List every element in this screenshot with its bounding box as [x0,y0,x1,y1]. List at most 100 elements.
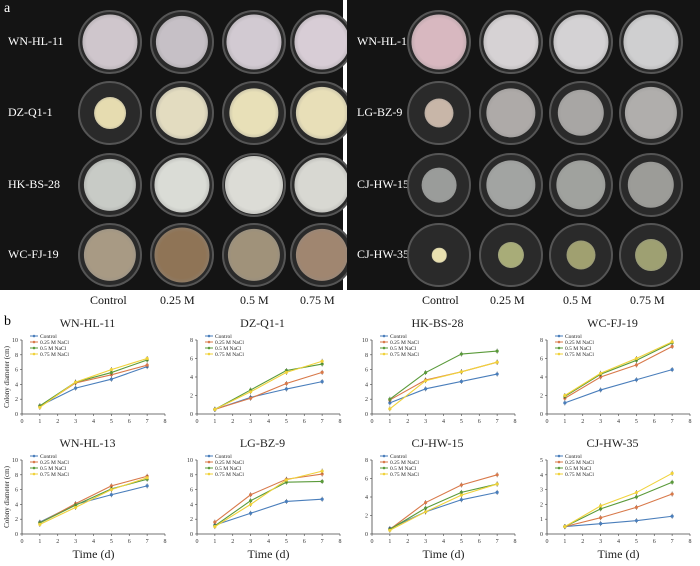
data-point [388,407,392,411]
chart-dz-q1-1: DZ-Q1-1 0 1 2 3 4 5 6 7 8 0 2 4 6 8 Control 0.25 M NaCl 0… [175,316,350,436]
legend-marker [207,334,211,338]
data-point [388,397,392,401]
data-point [320,362,324,366]
fungal-colony [566,240,596,270]
x-tick-label: 0 [371,419,374,425]
legend-marker [382,472,386,476]
data-point [599,507,603,511]
data-point [109,488,113,492]
y-tick-label: 6 [190,357,193,363]
petri-dish [150,223,214,287]
legend-entry: 0.75 M NaCl [390,472,419,478]
series-line [564,345,673,399]
legend-entry: 0.25 M NaCl [215,460,244,466]
chart-title: CJ-HW-15 [411,436,464,450]
y-tick-label: 10 [362,338,368,344]
data-point [109,493,113,497]
column-label: 0.75 M [630,293,665,307]
series-line [389,361,498,410]
series-line [214,371,323,410]
fungal-colony [294,14,350,70]
y-axis-label: Colony diameter (cm) [3,345,11,407]
data-point [109,370,113,375]
series-line [564,493,673,528]
data-point [599,388,603,392]
fungal-colony [294,157,350,213]
x-tick-label: 2 [231,539,234,545]
data-point [634,505,638,509]
data-point [634,519,638,523]
column-label: Control [422,293,459,307]
chart-wn-hl-13: WN-HL-13 0 1 2 3 4 5 6 7 8 0 2 4 6 8 10 Colony diameter … [0,436,175,561]
data-point [424,387,428,391]
legend-entry: Control [40,454,57,460]
x-tick-label: 4 [442,539,445,545]
data-point [145,476,149,480]
petri-dish [290,153,354,217]
fungal-colony [154,157,210,213]
data-point [459,490,463,494]
petri-dish [407,10,471,74]
data-point [249,390,253,394]
data-point [459,483,463,487]
petri-dish [290,81,354,145]
x-tick-label: 7 [321,419,324,425]
x-tick-label: 6 [478,539,481,545]
legend-entry: 0.75 M NaCl [215,472,244,478]
fungal-colony [155,15,209,69]
y-tick-label: 0 [15,532,18,538]
data-point [145,484,149,488]
petri-dish [619,223,683,287]
x-tick-label: 4 [617,539,620,545]
y-tick-label: 4 [540,375,543,381]
petri-dish [78,81,142,145]
petri-dish [222,10,286,74]
petri-dish [150,10,214,74]
fungal-colony [431,247,447,263]
petri-dish [222,223,286,287]
fungal-colony [83,228,137,282]
x-tick-label: 7 [146,539,149,545]
x-tick-label: 7 [496,419,499,425]
x-tick-label: 4 [442,419,445,425]
data-point [424,379,428,383]
column-label: 0.25 M [490,293,525,307]
y-tick-label: 4 [15,502,18,508]
x-tick-label: 8 [514,419,517,425]
x-tick-label: 8 [164,419,167,425]
data-point [599,522,603,526]
legend-entry: 0.5 M NaCl [390,466,417,472]
legend-entry: 0.5 M NaCl [40,346,67,352]
data-point [249,396,253,400]
y-tick-label: 2 [365,514,368,520]
series-line [389,373,498,404]
x-axis-label: Time (d) [248,547,290,561]
data-point [563,401,567,405]
x-tick-label: 2 [56,539,59,545]
data-point [74,386,78,390]
petri-dish [549,223,613,287]
x-tick-label: 5 [285,539,288,545]
x-tick-label: 7 [671,419,674,425]
petri-dish [479,10,543,74]
legend-entry: 0.25 M NaCl [390,340,419,346]
data-point [38,522,42,526]
petri-dish [619,81,683,145]
y-tick-label: 6 [365,477,368,483]
x-tick-label: 3 [599,539,602,545]
data-point [320,380,324,384]
legend-entry: 0.75 M NaCl [40,352,69,358]
strain-label: LG-BZ-9 [357,105,403,119]
y-tick-label: 8 [15,353,18,359]
legend-marker [382,346,386,350]
y-tick-label: 2 [540,502,543,508]
data-point [249,493,253,497]
data-point [388,401,392,405]
petri-dish [78,223,142,287]
series-line [214,360,323,410]
x-tick-label: 3 [249,539,252,545]
